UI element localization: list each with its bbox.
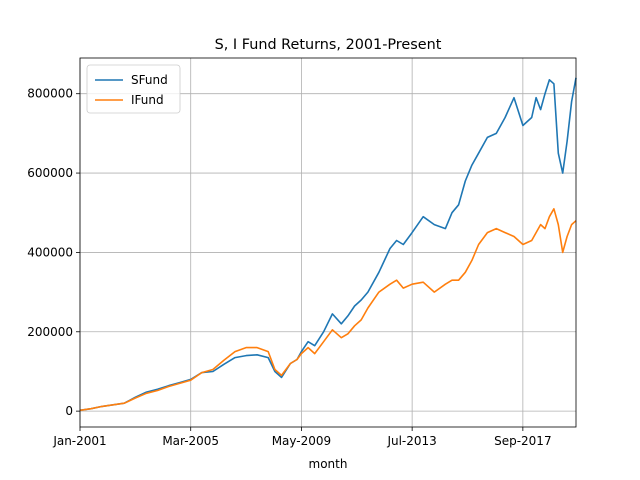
legend-box <box>86 64 181 114</box>
chart-title: S, I Fund Returns, 2001-Present <box>215 37 442 53</box>
y-tick-label: 600000 <box>27 166 73 180</box>
x-tick-label: Sep-2017 <box>494 434 552 448</box>
y-tick-label: 800000 <box>27 87 73 101</box>
series-line-sfund <box>79 77 577 412</box>
y-tick-label: 0 <box>65 404 73 418</box>
x-tick-label: May-2009 <box>272 434 331 448</box>
x-tick-label: Mar-2005 <box>162 434 219 448</box>
y-tick-label: 200000 <box>27 325 73 339</box>
series-line-ifund <box>79 208 577 412</box>
y-tick-label: 400000 <box>27 245 73 259</box>
x-tick-label: Jul-2013 <box>386 434 436 448</box>
legend-label-ifund: IFund <box>131 93 164 107</box>
legend-label-sfund: SFund <box>131 73 168 87</box>
plot-frame <box>79 57 577 428</box>
x-axis-label: month <box>309 457 348 471</box>
x-tick-label: Jan-2001 <box>52 434 106 448</box>
